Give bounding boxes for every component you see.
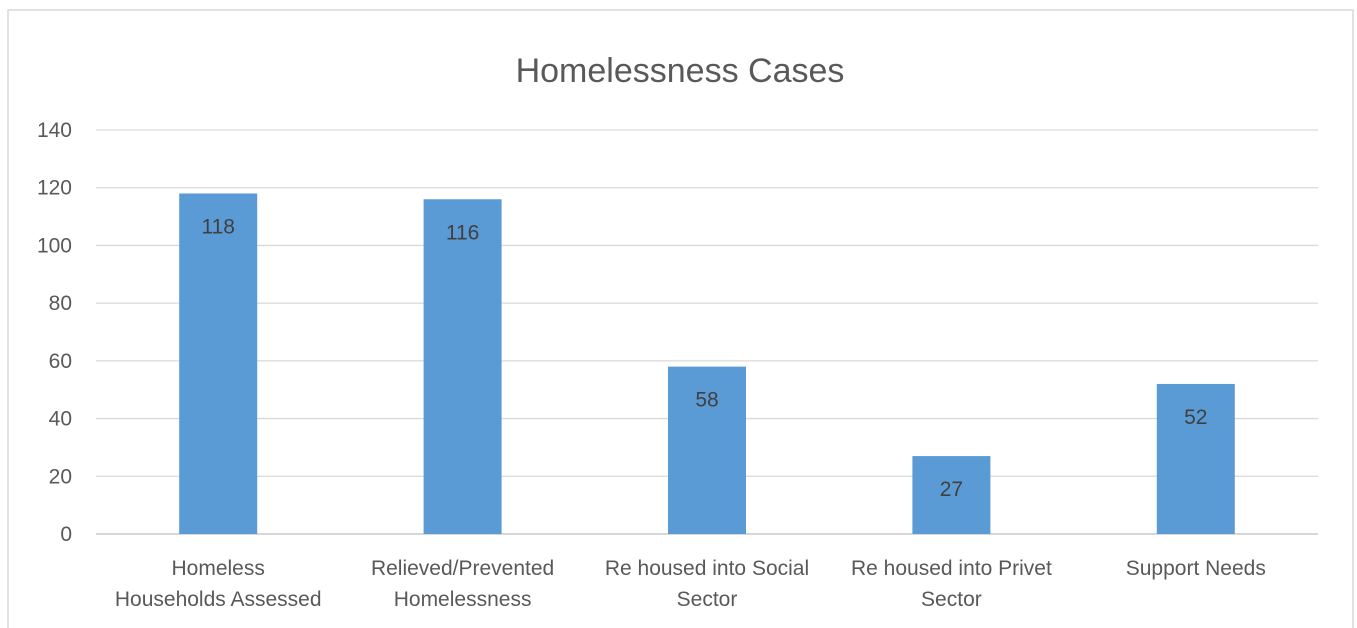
bar xyxy=(423,199,502,534)
y-tick-label: 20 xyxy=(49,465,72,488)
y-tick-label: 100 xyxy=(37,234,72,257)
data-label: 52 xyxy=(1184,406,1207,429)
x-tick-label: Support Needs xyxy=(1126,557,1266,580)
y-tick-label: 80 xyxy=(49,292,72,315)
y-tick-label: 140 xyxy=(37,119,72,142)
data-label: 116 xyxy=(446,221,479,244)
x-tick-label: Re housed into Privet Sector xyxy=(851,557,1052,611)
bar xyxy=(179,193,258,534)
data-label: 118 xyxy=(201,215,234,238)
y-tick-label: 60 xyxy=(49,350,72,373)
x-tick-label: Relieved/Prevented Homelessness xyxy=(371,557,554,611)
bar xyxy=(1156,383,1235,534)
x-axis-ticks: Homeless Households Assessed Relieved/Prev… xyxy=(115,557,1266,611)
y-tick-label: 40 xyxy=(49,408,72,431)
data-labels: 118 116 58 27 52 xyxy=(201,215,1207,501)
chart-title: Homelessness Cases xyxy=(516,52,845,90)
x-tick-label: Homeless Households Assessed xyxy=(115,557,322,611)
y-tick-label: 120 xyxy=(37,177,72,200)
data-label: 27 xyxy=(940,478,963,501)
data-label: 58 xyxy=(695,389,718,412)
bar xyxy=(668,366,746,534)
bar xyxy=(912,456,991,534)
bars xyxy=(179,193,1235,534)
y-tick-label: 0 xyxy=(60,523,72,546)
x-tick-label: Re housed into Social Sector xyxy=(605,557,809,611)
y-axis-ticks: 0 20 40 60 80 100 120 140 xyxy=(37,119,72,546)
